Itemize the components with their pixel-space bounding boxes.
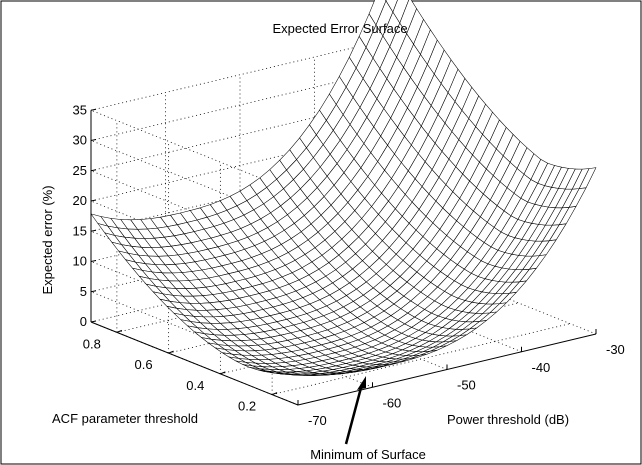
annotation-arrow-head xyxy=(357,376,366,390)
y-tick xyxy=(271,392,278,396)
x-tick-label: -70 xyxy=(308,413,327,428)
z-tick-label: 30 xyxy=(73,133,87,148)
annotation-arrow-shaft xyxy=(344,383,364,445)
z-tick xyxy=(90,139,97,141)
z-tick xyxy=(90,320,97,323)
axes xyxy=(90,108,597,406)
annotation-text: Minimum of Surface xyxy=(310,447,426,462)
z-axis-label: Expected error (%) xyxy=(40,185,55,294)
y-tick-label: 0.2 xyxy=(238,399,256,414)
y-tick-label: 0.6 xyxy=(135,357,153,372)
z-tick-label: 0 xyxy=(80,314,87,329)
z-tick-label: 5 xyxy=(80,284,87,299)
x-tick-label: -60 xyxy=(383,395,402,410)
y-tick xyxy=(116,329,123,333)
y-tick-label: 0.8 xyxy=(83,336,101,351)
x-tick-label: -50 xyxy=(457,378,476,393)
y-tick xyxy=(168,350,174,354)
tick-labels: 0 5 10 15 20 25 30 35 -70 -60 -50 -40 -30 0.2 0.4 0.6 0.… xyxy=(73,102,625,428)
y-axis-line xyxy=(90,321,299,406)
y-axis-label: ACF parameter threshold xyxy=(52,411,198,426)
z-tick-label: 25 xyxy=(73,163,87,178)
surface-cell xyxy=(385,0,398,13)
chart-title: Expected Error Surface xyxy=(272,21,407,36)
z-tick xyxy=(90,260,97,262)
y-tick xyxy=(220,371,226,375)
z-tick xyxy=(90,169,97,172)
z-tick-label: 10 xyxy=(73,254,87,269)
x-axis-label: Power threshold (dB) xyxy=(447,412,569,427)
surface-cell xyxy=(578,167,597,189)
z-tick-label: 15 xyxy=(73,223,87,238)
z-tick-label: 20 xyxy=(73,193,87,208)
surface-mesh xyxy=(90,0,597,376)
minimum-annotation: Minimum of Surface xyxy=(310,376,426,462)
z-tick xyxy=(90,229,97,232)
x-tick-label: -30 xyxy=(606,342,625,357)
z-tick xyxy=(90,290,97,293)
y-tick-label: 0.4 xyxy=(186,378,204,393)
z-tick xyxy=(90,199,97,202)
z-tick-label: 35 xyxy=(73,102,87,117)
x-tick-label: -40 xyxy=(532,360,551,375)
z-tick xyxy=(90,108,97,111)
